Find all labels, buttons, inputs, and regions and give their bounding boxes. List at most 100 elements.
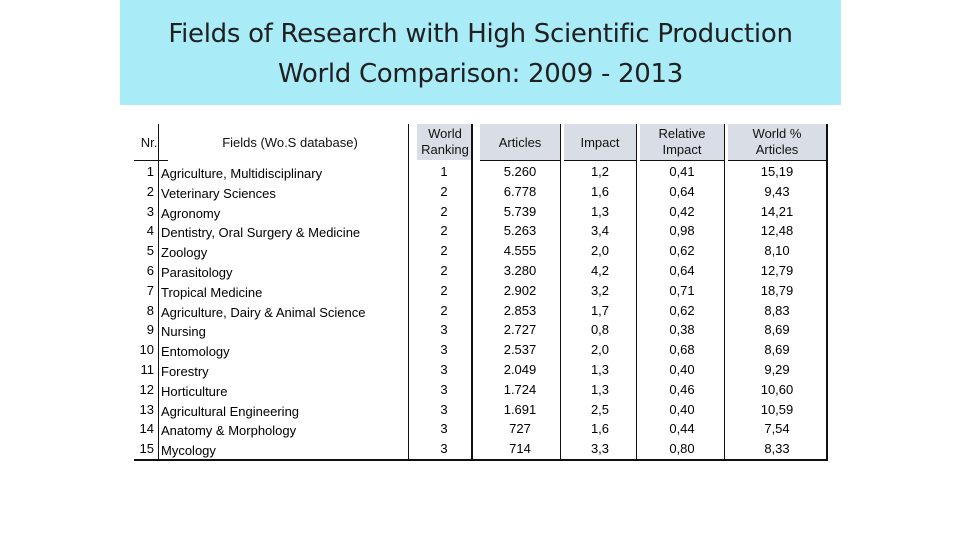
cell-nr: 7 bbox=[146, 282, 154, 298]
cell-ranking: 3 bbox=[440, 381, 448, 397]
cell-ranking: 2 bbox=[440, 263, 448, 278]
cell-field: Agricultural Engineering bbox=[161, 403, 300, 419]
cell-relative-impact: 0,64 bbox=[669, 183, 695, 199]
cell-articles: 4.555 bbox=[503, 243, 537, 259]
cell-articles: 1.724 bbox=[503, 381, 537, 397]
cell-nr: 15 bbox=[139, 441, 154, 457]
cell-ranking: 2 bbox=[440, 282, 448, 298]
cell-impact: 2,5 bbox=[590, 401, 610, 417]
header-divider-impact bbox=[564, 160, 636, 161]
header-divider-world bbox=[728, 160, 826, 161]
cell-impact: 3,4 bbox=[590, 223, 610, 239]
cell-impact: 1,3 bbox=[590, 203, 610, 219]
cell-ranking: 3 bbox=[440, 362, 448, 377]
header-bg-relative-impact bbox=[640, 124, 724, 160]
cell-world-pct: 8,10 bbox=[764, 243, 790, 259]
cell-field: Zoology bbox=[161, 245, 208, 261]
cell-ranking: 3 bbox=[440, 342, 448, 358]
cell-relative-impact: 0,64 bbox=[669, 263, 695, 278]
header-relative-impact: Relative Impact bbox=[658, 126, 706, 157]
header-articles: Articles bbox=[498, 135, 542, 150]
cell-ranking: 2 bbox=[440, 183, 448, 199]
cell-impact: 2,0 bbox=[590, 342, 610, 358]
cell-ranking: 1 bbox=[440, 164, 448, 179]
cell-impact: 4,2 bbox=[590, 263, 610, 278]
cell-field: Nursing bbox=[161, 324, 206, 340]
cell-world-pct: 8,83 bbox=[764, 302, 790, 318]
cell-ranking: 2 bbox=[440, 243, 448, 259]
header-bg-impact bbox=[564, 124, 636, 160]
cell-impact: 1,3 bbox=[590, 381, 610, 397]
cell-relative-impact: 0,38 bbox=[669, 322, 695, 338]
cell-ranking: 3 bbox=[440, 421, 448, 437]
col-divider-field bbox=[408, 124, 409, 460]
cell-articles: 3.280 bbox=[503, 263, 537, 278]
col-divider-relative bbox=[724, 124, 725, 460]
header-ranking: World Ranking bbox=[421, 126, 469, 157]
cell-world-pct: 10,60 bbox=[760, 381, 794, 397]
cell-nr: 4 bbox=[146, 223, 154, 239]
cell-field: Veterinary Sciences bbox=[161, 185, 276, 201]
cell-impact: 0,8 bbox=[590, 322, 610, 338]
cell-ranking: 3 bbox=[440, 441, 448, 457]
cell-articles: 2.727 bbox=[503, 322, 537, 338]
col-divider-articles bbox=[560, 124, 561, 460]
cell-articles: 2.537 bbox=[503, 342, 537, 358]
cell-nr: 5 bbox=[146, 243, 154, 259]
cell-world-pct: 8,69 bbox=[764, 342, 790, 358]
header-divider-nr bbox=[134, 160, 168, 161]
cell-articles: 727 bbox=[509, 421, 531, 437]
cell-impact: 3,3 bbox=[590, 441, 610, 457]
cell-world-pct: 10,59 bbox=[760, 401, 794, 417]
cell-world-pct: 12,48 bbox=[760, 223, 794, 239]
cell-nr: 8 bbox=[146, 302, 154, 318]
cell-nr: 14 bbox=[139, 421, 154, 437]
header-world-pct: World % Articles bbox=[752, 126, 802, 157]
col-divider-ranking bbox=[471, 124, 473, 460]
cell-nr: 12 bbox=[139, 381, 154, 397]
cell-articles: 6.778 bbox=[503, 183, 537, 199]
cell-articles: 5.739 bbox=[503, 203, 537, 219]
cell-articles: 5.263 bbox=[503, 223, 537, 239]
cell-field: Agriculture, Multidisciplinary bbox=[161, 166, 323, 181]
cell-articles: 2.902 bbox=[503, 282, 537, 298]
col-divider-impact bbox=[636, 124, 637, 460]
header-field: Fields (Wo.S database) bbox=[222, 135, 358, 150]
cell-relative-impact: 0,80 bbox=[669, 441, 695, 457]
cell-world-pct: 14,21 bbox=[760, 203, 794, 219]
cell-impact: 1,2 bbox=[590, 164, 610, 179]
cell-relative-impact: 0,44 bbox=[669, 421, 695, 437]
cell-ranking: 2 bbox=[440, 203, 448, 219]
cell-relative-impact: 0,62 bbox=[669, 243, 695, 259]
cell-world-pct: 8,69 bbox=[764, 322, 790, 338]
cell-impact: 2,0 bbox=[590, 243, 610, 259]
cell-nr: 2 bbox=[146, 183, 154, 199]
slide-title-line1: Fields of Research with High Scientific … bbox=[168, 19, 793, 49]
cell-relative-impact: 0,62 bbox=[669, 302, 695, 318]
header-bg-world-pct bbox=[728, 124, 826, 160]
cell-world-pct: 9,29 bbox=[764, 362, 790, 377]
cell-impact: 3,2 bbox=[590, 282, 610, 298]
cell-field: Dentistry, Oral Surgery & Medicine bbox=[161, 225, 361, 241]
header-nr: Nr. bbox=[140, 135, 158, 150]
cell-relative-impact: 0,40 bbox=[669, 401, 695, 417]
cell-impact: 1,3 bbox=[590, 362, 610, 377]
cell-ranking: 2 bbox=[440, 302, 448, 318]
cell-relative-impact: 0,41 bbox=[669, 164, 695, 179]
cell-ranking: 2 bbox=[440, 223, 448, 239]
cell-field: Agronomy bbox=[161, 205, 221, 221]
cell-world-pct: 8,33 bbox=[764, 441, 790, 457]
cell-nr: 13 bbox=[139, 401, 154, 417]
title-banner bbox=[120, 0, 841, 105]
cell-relative-impact: 0,68 bbox=[669, 342, 695, 358]
header-bg-articles bbox=[480, 124, 560, 160]
cell-field: Entomology bbox=[161, 344, 230, 360]
header-impact: Impact bbox=[580, 135, 620, 150]
cell-nr: 9 bbox=[146, 322, 154, 338]
cell-world-pct: 18,79 bbox=[760, 282, 794, 298]
col-divider-nr bbox=[158, 124, 159, 460]
cell-field: Agriculture, Dairy & Animal Science bbox=[161, 304, 366, 320]
cell-articles: 5.260 bbox=[503, 164, 537, 179]
cell-field: Horticulture bbox=[161, 383, 228, 399]
table-bottom-border bbox=[134, 459, 828, 461]
